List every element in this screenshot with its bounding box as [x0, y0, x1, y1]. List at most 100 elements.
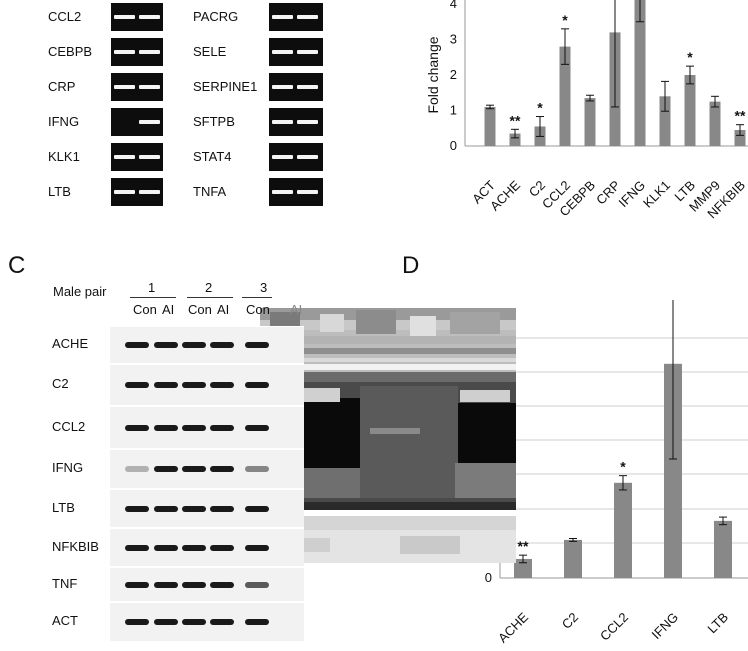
x-tick-label: C2 — [559, 610, 581, 632]
panel-letter-d: D — [402, 252, 420, 279]
blot-band — [154, 466, 178, 472]
significance-mark: * — [562, 12, 568, 28]
pair-underline — [130, 297, 176, 298]
blot-band — [245, 466, 269, 472]
x-tick-label: CCL2 — [597, 610, 631, 644]
gel-gene-label: CEBPB — [48, 44, 93, 59]
gel-lane-strip — [269, 3, 323, 31]
bar — [559, 46, 571, 146]
bar — [484, 106, 496, 146]
gel-lane-strip — [269, 38, 323, 66]
gel-band-ai — [139, 15, 160, 19]
blot-band — [245, 382, 269, 388]
blot-band — [245, 505, 269, 512]
gel-gene-label: SFTPB — [193, 114, 235, 129]
gel-lane-strip — [111, 73, 163, 101]
gel-lane-strip — [111, 38, 163, 66]
y-tick-label: 0 — [485, 570, 492, 585]
bar — [514, 558, 532, 578]
blot-band — [125, 342, 149, 348]
blot-band — [210, 581, 234, 588]
blot-protein-label: NFKBIB — [52, 538, 99, 554]
gel-band-ai — [139, 155, 160, 159]
blot-band — [125, 466, 149, 472]
blot-band — [182, 342, 206, 348]
blot-band — [245, 544, 269, 551]
blot-band — [210, 424, 234, 431]
blot-band — [245, 342, 269, 348]
blot-band — [154, 424, 178, 431]
gel-band-ai — [297, 50, 318, 54]
blot-protein-label: C2 — [52, 376, 69, 391]
bar — [659, 96, 671, 146]
gel-gene-label: SELE — [193, 44, 227, 59]
bar — [664, 363, 682, 578]
blot-band — [182, 544, 206, 551]
significance-mark: ** — [518, 538, 529, 554]
bar — [684, 75, 696, 146]
bar — [584, 98, 596, 146]
blot-strip — [110, 602, 304, 642]
blot-protein-label: TNF — [52, 575, 78, 591]
con-ai-label: Con — [188, 302, 212, 317]
y-tick-label: 0 — [450, 138, 457, 153]
y-axis-label: Fold change — [425, 36, 441, 113]
gel-band-ai — [139, 85, 160, 89]
y-tick-label: 2 — [450, 67, 457, 82]
gel-lane-strip — [111, 143, 163, 171]
gel-lane-strip — [111, 108, 163, 136]
gel-gene-label: PACRG — [193, 9, 239, 24]
y-tick-label: 1 — [450, 103, 457, 118]
blot-strip — [110, 567, 304, 602]
gel-band-con — [272, 15, 293, 19]
gel-gene-label: SERPINE1 — [193, 79, 258, 94]
x-tick-label: LTB — [704, 610, 731, 637]
blot-band — [125, 382, 149, 388]
significance-mark: * — [687, 49, 693, 65]
gel-lane-strip — [111, 3, 163, 31]
blot-band — [125, 581, 149, 588]
blot-protein-label: ACT — [52, 613, 78, 628]
gel-band-con — [272, 85, 293, 89]
gel-lane-strip — [269, 143, 323, 171]
gel-gene-label: KLK1 — [48, 149, 80, 164]
blot-band — [125, 505, 149, 512]
x-tick-label: IFNG — [616, 178, 649, 211]
blot-band — [210, 466, 234, 472]
blot-protein-label: LTB — [52, 499, 75, 515]
x-tick-label: KLK1 — [640, 178, 673, 211]
pair-number: 1 — [148, 280, 156, 295]
blot-band — [210, 382, 234, 388]
gel-band-ai — [297, 85, 318, 89]
blot-strip — [110, 406, 304, 449]
bar — [634, 0, 646, 146]
blot-band — [125, 424, 149, 431]
blot-band — [154, 382, 178, 388]
pair-number: 3 — [260, 280, 268, 295]
gel-band-ai — [297, 120, 318, 124]
blot-band — [182, 505, 206, 512]
blot-protein-label: CCL2 — [52, 418, 86, 434]
blot-band — [210, 342, 234, 348]
blot-strip — [110, 449, 304, 489]
blot-band — [245, 619, 269, 625]
gel-band-con — [114, 190, 135, 194]
significance-mark: * — [620, 459, 626, 475]
bar — [714, 520, 732, 578]
blot-band — [154, 581, 178, 588]
blot-band — [154, 544, 178, 551]
y-tick-label: 3 — [450, 32, 457, 47]
gel-band-con — [114, 155, 135, 159]
con-ai-label: Con — [133, 302, 157, 317]
bar — [709, 101, 721, 146]
x-tick-label: ACHE — [495, 609, 531, 645]
blot-band — [182, 424, 206, 431]
y-tick-label: 4 — [450, 0, 457, 11]
blot-strip — [110, 489, 304, 528]
blot-strip — [110, 364, 304, 406]
blot-band — [210, 619, 234, 625]
blot-band — [210, 544, 234, 551]
blot-band — [125, 544, 149, 551]
blot-protein-label: ACHE — [52, 336, 89, 351]
